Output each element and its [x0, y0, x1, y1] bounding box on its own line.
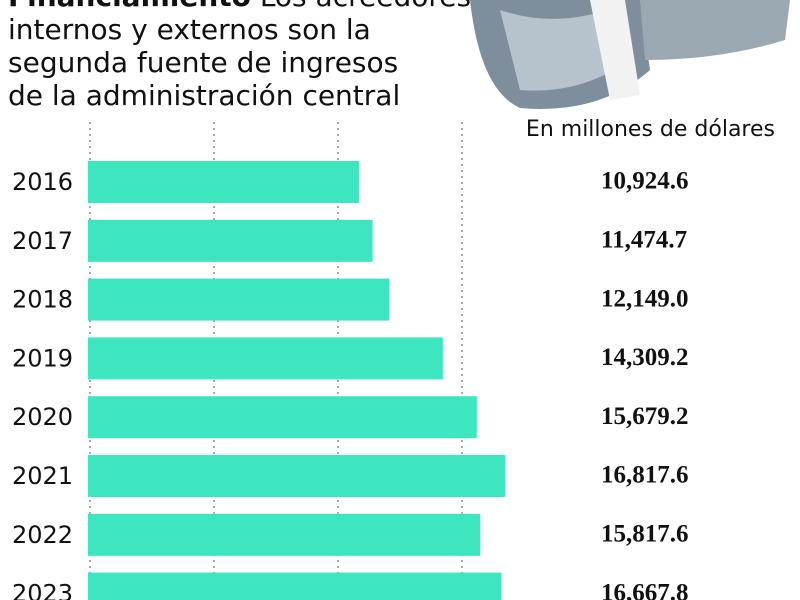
bar [88, 572, 502, 600]
title-lead: Financiamiento [8, 0, 251, 13]
subtitle: En millones de dólares [526, 117, 775, 142]
chart-title: Financiamiento Los acreedores [8, 0, 471, 13]
bar [88, 513, 481, 556]
y-tick-label: 2022 [12, 521, 73, 549]
y-tick-label: 2019 [12, 344, 73, 372]
money-roll-illustration [470, 0, 790, 109]
y-tick-label: 2016 [12, 168, 73, 196]
value-label: 15,817.6 [601, 521, 689, 548]
value-label: 10,924.6 [601, 168, 689, 195]
bar [88, 278, 390, 321]
value-label: 16,667.8 [601, 579, 689, 600]
y-tick-label: 2023 [12, 580, 73, 600]
y-tick-label: 2018 [12, 286, 73, 314]
bar [88, 219, 373, 262]
title-line: Los acreedores [260, 0, 471, 13]
value-label: 12,149.0 [601, 285, 689, 312]
bar [88, 161, 359, 203]
bar [88, 396, 477, 439]
y-tick-label: 2021 [12, 462, 73, 490]
value-label: 15,679.2 [601, 403, 689, 430]
y-tick-label: 2017 [12, 227, 73, 255]
title-line: internos y externos son la [8, 13, 371, 46]
value-label: 16,817.6 [601, 462, 689, 489]
title-line: de la administración central [8, 79, 400, 112]
value-label: 14,309.2 [601, 344, 689, 371]
y-tick-label: 2020 [12, 403, 73, 431]
bar [88, 337, 443, 380]
title-line: segunda fuente de ingresos [8, 46, 398, 79]
bar [88, 455, 506, 497]
value-label: 11,474.7 [601, 227, 687, 254]
